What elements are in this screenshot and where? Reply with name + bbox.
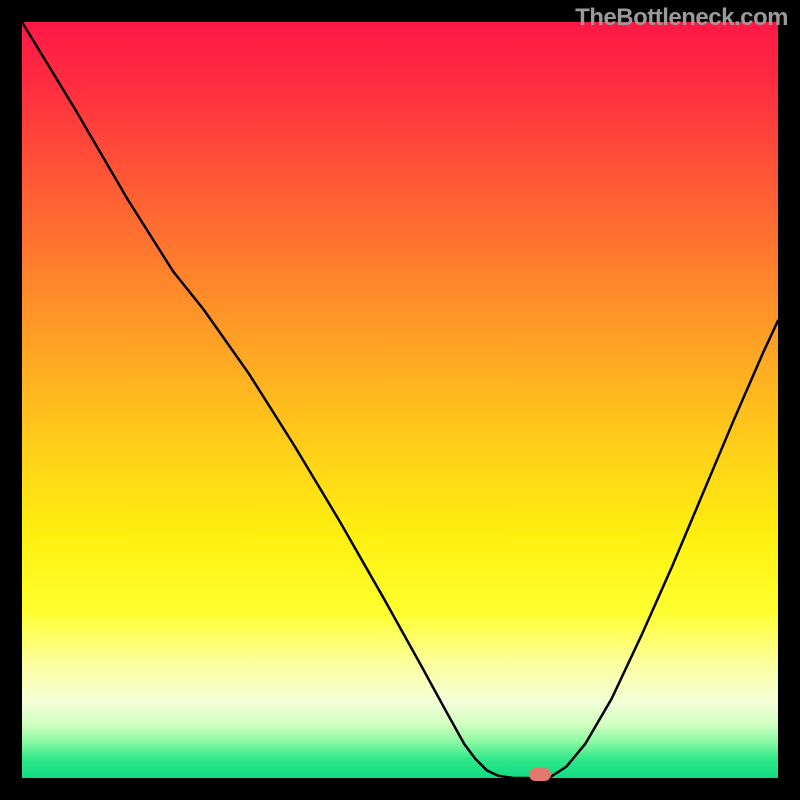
gradient-background — [0, 0, 800, 800]
optimal-point-marker — [529, 768, 551, 781]
bottleneck-chart: TheBottleneck.com — [0, 0, 800, 800]
watermark-text: TheBottleneck.com — [575, 4, 788, 32]
